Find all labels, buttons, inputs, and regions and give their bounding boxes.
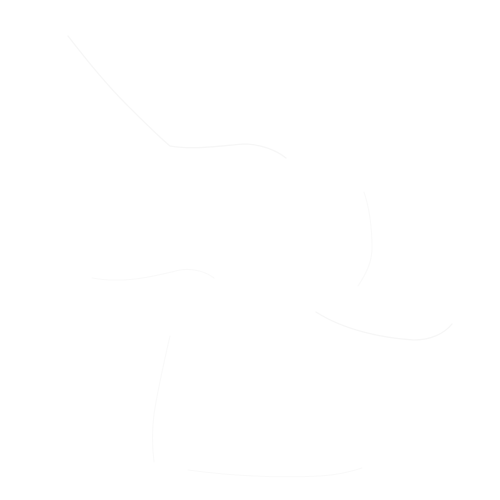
sketch-line-bottom bbox=[187, 467, 363, 478]
sketch-line-mid-left bbox=[91, 268, 215, 281]
sketch-line-mid-right bbox=[357, 191, 373, 287]
sketch-line-top-left bbox=[67, 35, 287, 159]
sketch-line-right-curve bbox=[315, 311, 453, 341]
sketch-line-lower-middle bbox=[151, 335, 171, 463]
